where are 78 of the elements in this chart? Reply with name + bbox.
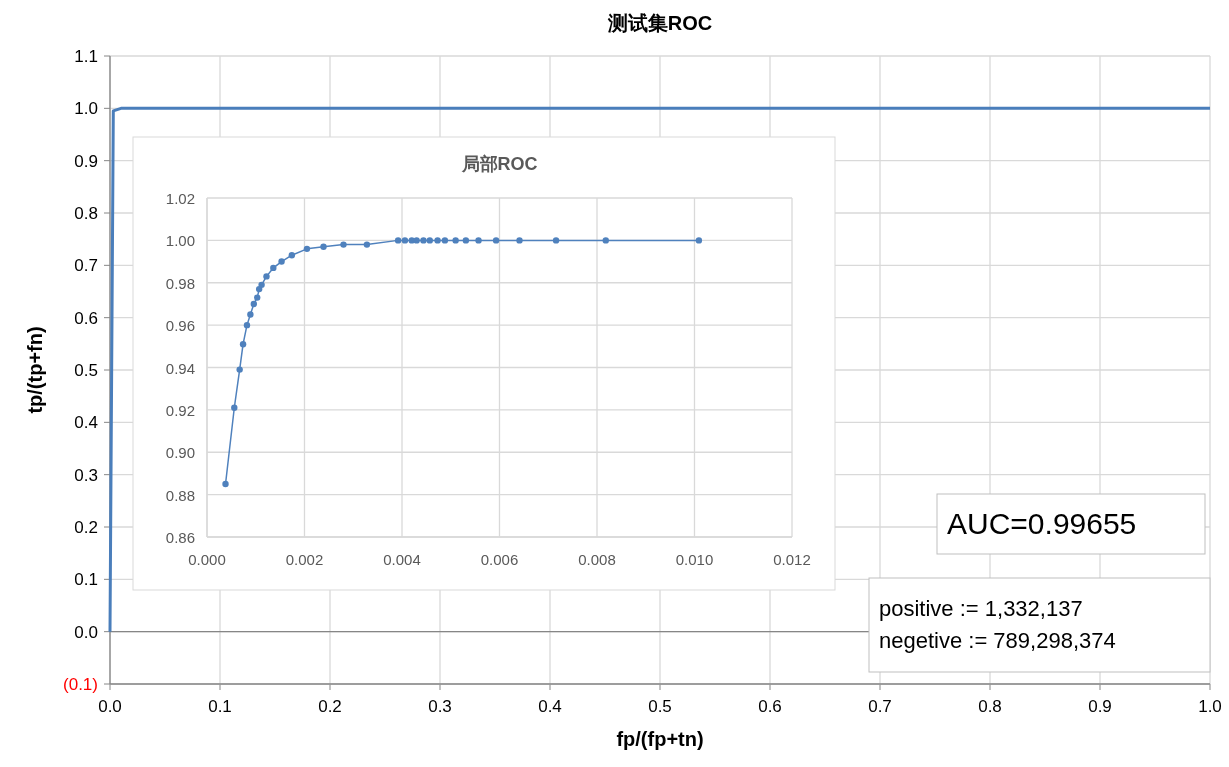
y-tick-label: 0.94 xyxy=(165,359,195,377)
y-tick-label: 1.1 xyxy=(74,47,98,66)
y-tick-label: 0.2 xyxy=(74,518,98,537)
x-tick-label: 0.9 xyxy=(1088,697,1112,716)
x-tick-label: 0.4 xyxy=(538,697,562,716)
point xyxy=(263,273,270,280)
x-tick-label: 0.000 xyxy=(188,551,226,568)
point xyxy=(288,252,296,259)
x-tick-label: 0.8 xyxy=(978,697,1002,716)
y-tick-label: 0.8 xyxy=(74,204,98,223)
y-tick-label: 0.3 xyxy=(74,465,98,485)
y-axis-title: tp/(tp+fn) xyxy=(24,326,46,414)
y-tick-label: 0.7 xyxy=(74,256,98,276)
x-tick-label: 0.6 xyxy=(758,697,782,716)
point xyxy=(254,294,261,301)
y-tick-label: 0.0 xyxy=(74,622,98,642)
point xyxy=(236,366,243,373)
point xyxy=(602,237,609,244)
x-tick-label: 0.5 xyxy=(648,697,672,716)
point xyxy=(320,243,327,250)
y-tick-label: 1.00 xyxy=(165,232,195,250)
y-tick-label: 0.96 xyxy=(165,317,195,335)
x-tick-label: 0.006 xyxy=(480,551,519,568)
x-tick-label: 0.012 xyxy=(773,551,811,568)
point xyxy=(401,237,409,244)
x-tick-label: 0.1 xyxy=(208,697,232,716)
x-tick-label: 0.004 xyxy=(383,551,421,568)
y-tick-label: 0.5 xyxy=(74,361,98,380)
point xyxy=(258,281,265,289)
point xyxy=(552,237,560,244)
x-tick-label: 0.7 xyxy=(868,697,892,716)
point xyxy=(475,237,482,244)
point xyxy=(239,340,247,348)
y-tick-label: (0.1) xyxy=(63,675,98,694)
y-tick-label: 0.6 xyxy=(74,308,98,328)
point xyxy=(695,237,703,244)
point xyxy=(340,241,347,248)
y-tick-label: 0.86 xyxy=(165,529,195,546)
point xyxy=(222,480,229,488)
point xyxy=(420,237,427,244)
x-axis-title: fp/(fp+tn) xyxy=(616,728,704,750)
x-tick-label: 0.002 xyxy=(285,551,324,568)
y-tick-label: 0.98 xyxy=(165,274,195,292)
point xyxy=(394,237,402,244)
x-tick-label: 0.2 xyxy=(318,697,342,716)
y-tick-label: 1.0 xyxy=(74,99,98,119)
point xyxy=(270,264,277,272)
point xyxy=(243,321,251,329)
y-tick-label: 0.9 xyxy=(74,151,98,171)
chart-title: 测试集ROC xyxy=(606,12,713,34)
point xyxy=(247,311,254,318)
x-tick-label: 0.010 xyxy=(675,551,714,568)
y-tick-label: 0.88 xyxy=(165,486,195,504)
point xyxy=(413,237,420,244)
point xyxy=(492,237,500,244)
chart-title: 局部ROC xyxy=(460,154,538,174)
x-tick-label: 0.0 xyxy=(98,697,122,716)
point xyxy=(434,237,441,244)
y-tick-label: 0.92 xyxy=(165,401,195,419)
x-tick-label: 0.3 xyxy=(428,697,452,716)
point xyxy=(231,404,238,411)
point xyxy=(516,237,523,244)
point xyxy=(452,237,459,244)
point xyxy=(462,237,470,244)
point xyxy=(278,258,285,265)
y-tick-label: 1.02 xyxy=(165,190,195,207)
y-tick-label: 0.1 xyxy=(74,570,98,590)
y-tick-label: 0.4 xyxy=(74,413,98,433)
y-tick-label: 0.90 xyxy=(165,444,195,462)
point xyxy=(426,237,433,244)
point xyxy=(363,241,371,248)
annotation: positive := 1,332,137 negetive := 789,298,374 xyxy=(879,596,1116,654)
point xyxy=(441,237,449,244)
annotation: AUC=0.99655 xyxy=(947,506,1137,540)
point xyxy=(250,300,257,308)
x-tick-label: 1.0 xyxy=(1198,697,1222,716)
x-tick-label: 0.008 xyxy=(578,551,616,568)
point xyxy=(303,245,311,253)
